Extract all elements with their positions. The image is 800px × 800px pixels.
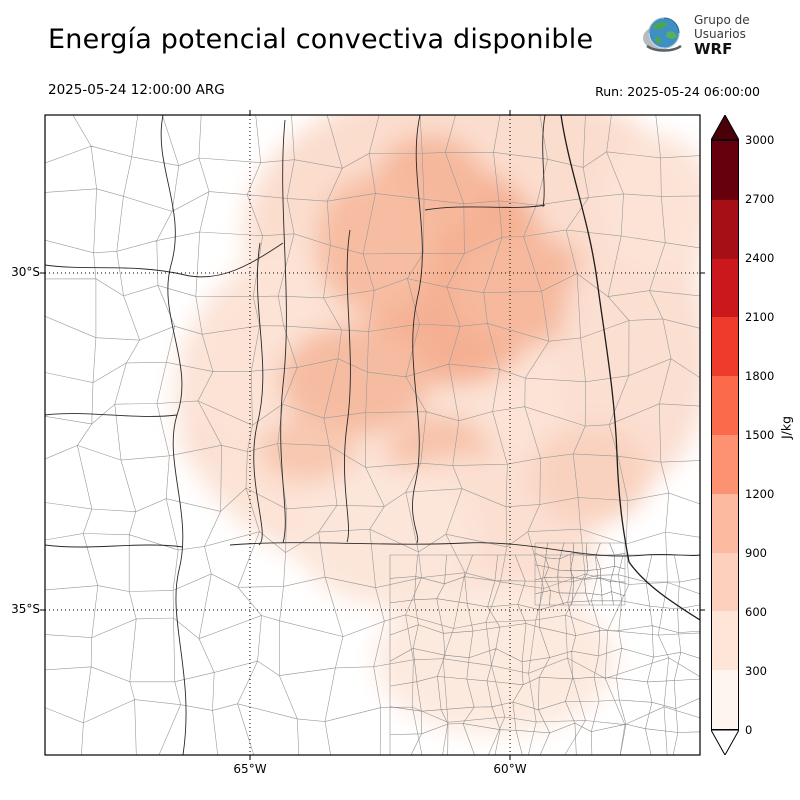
lat-label-35s: 35°S xyxy=(11,602,40,616)
river-parana-line xyxy=(560,115,700,621)
colorbar-tick: 1500 xyxy=(745,428,775,442)
lat-label-30s: 30°S xyxy=(11,265,40,279)
run-time-label: Run: 2025-05-24 06:00:00 xyxy=(595,84,760,99)
colorbar-tick: 2700 xyxy=(745,192,775,206)
colorbar-segment xyxy=(712,258,738,318)
colorbar-tick: 600 xyxy=(745,605,767,619)
colorbar-tick: 3000 xyxy=(745,133,775,147)
colorbar-tick: 0 xyxy=(745,723,753,737)
colorbar-segment xyxy=(712,670,738,729)
colorbar-bottom-arrow xyxy=(711,730,739,755)
logo-line-1: Grupo de xyxy=(694,12,750,27)
colorbar-segment xyxy=(712,611,738,671)
colorbar-tick: 900 xyxy=(745,546,767,560)
axis-ticks xyxy=(40,110,705,760)
globe-icon xyxy=(643,17,682,52)
colorbar-tick: 1200 xyxy=(745,487,775,501)
colorbar-segment xyxy=(712,317,738,377)
wrf-users-logo: Grupo de Usuarios WRF xyxy=(641,12,750,58)
colorbar xyxy=(711,140,739,730)
lon-label-65w: 65°W xyxy=(233,762,267,776)
logo-text: Grupo de Usuarios WRF xyxy=(694,13,750,58)
colorbar-segment xyxy=(712,376,738,435)
province-boundaries xyxy=(45,115,700,755)
colorbar-tick: 2100 xyxy=(745,310,775,324)
grid-lines xyxy=(45,115,700,755)
valid-time-label: 2025-05-24 12:00:00 ARG xyxy=(48,82,225,98)
colorbar-tick: 1800 xyxy=(745,369,775,383)
colorbar-top-arrow xyxy=(711,115,739,140)
colorbar-segment xyxy=(712,199,738,259)
colorbar-tick: 2400 xyxy=(745,251,775,265)
logo-line-2: Usuarios xyxy=(694,26,746,41)
map-frame xyxy=(44,114,701,756)
colorbar-segment xyxy=(712,434,738,494)
cape-shading xyxy=(175,115,700,735)
colorbar-segment xyxy=(712,552,738,612)
colorbar-segment xyxy=(712,493,738,553)
weather-map xyxy=(40,110,705,760)
colorbar-unit-label: J/kg xyxy=(778,415,794,440)
lon-label-60w: 60°W xyxy=(493,762,527,776)
colorbar-tick: 300 xyxy=(745,664,767,678)
department-boundaries xyxy=(45,115,700,755)
colorbar-segment xyxy=(712,141,738,200)
colorbar-tick-labels: 3000 2700 2400 2100 1800 1500 1200 900 6… xyxy=(745,133,785,737)
logo-line-3: WRF xyxy=(694,39,733,58)
page-title: Energía potencial convectiva disponible xyxy=(48,24,594,55)
